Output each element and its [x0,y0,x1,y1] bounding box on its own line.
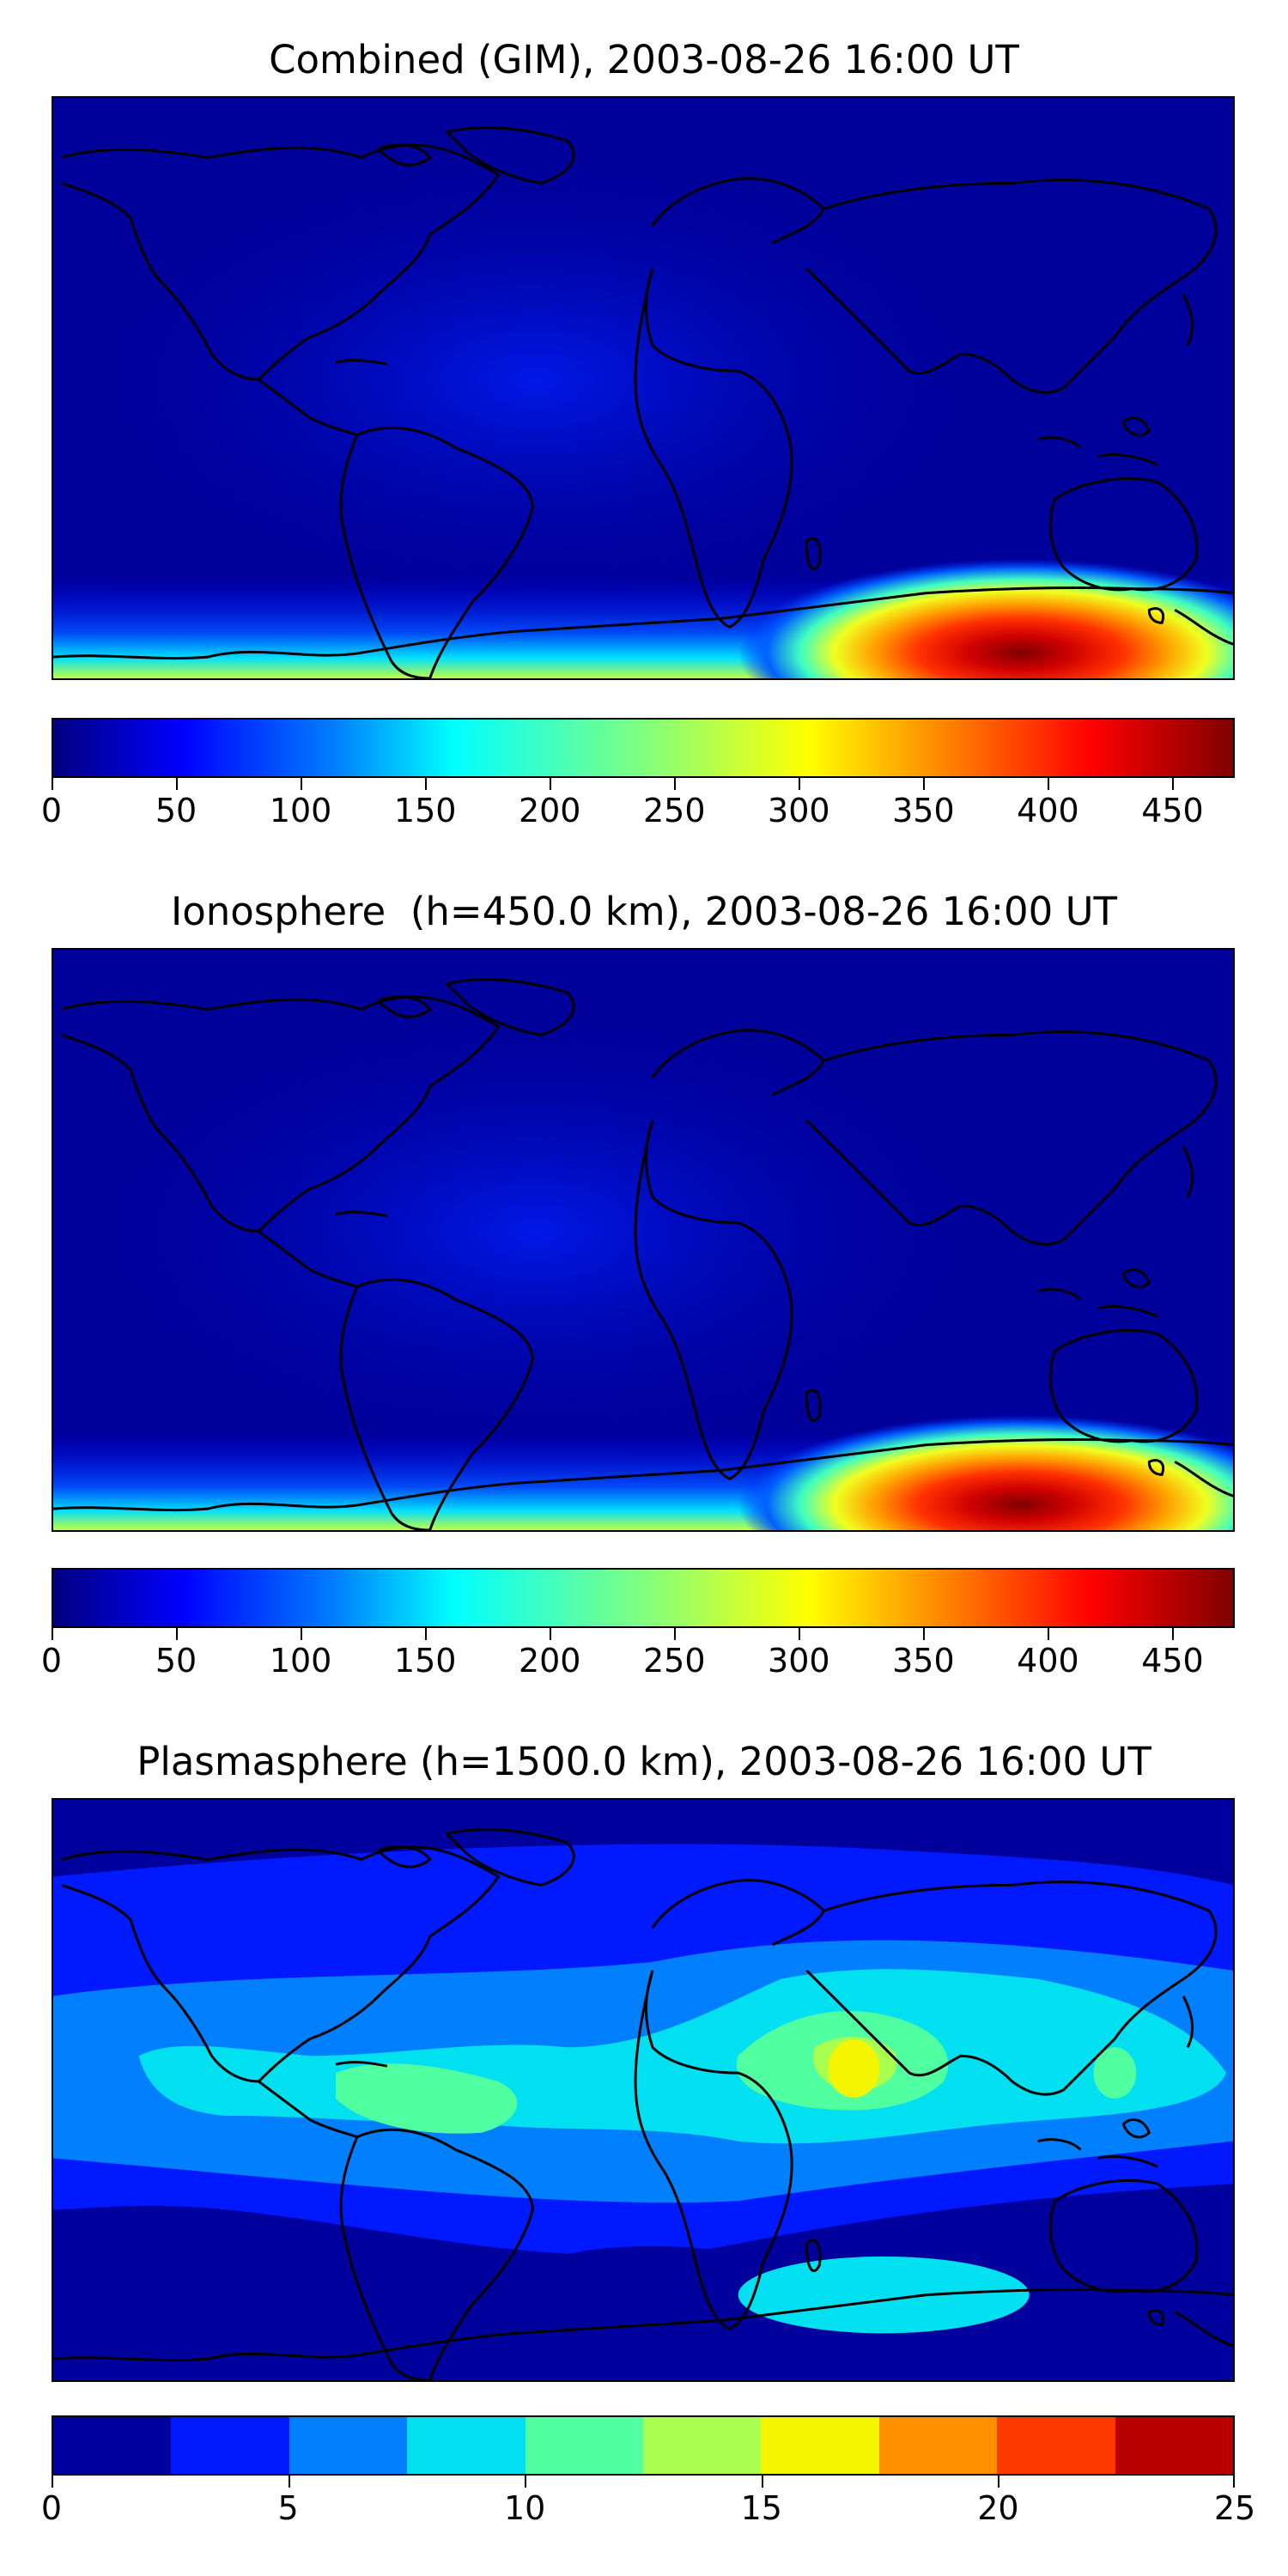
colorbar-segment [643,2417,762,2474]
colorbar-tick-label: 200 [518,1642,581,1680]
colorbar-plasmasphere [52,2415,1235,2476]
colorbar-tick [550,1628,552,1640]
colorbar-tick [761,2476,763,2488]
colorbar-tick [425,778,428,790]
colorbar-tick [525,2476,527,2488]
colorbar-segment [407,2417,526,2474]
colorbar-tick-label: 150 [393,792,457,829]
colorbar-tick-label: 350 [892,792,955,829]
colorbar-tick-label: 0 [40,792,63,829]
colorbar-tick-label: 150 [393,1642,457,1680]
colorbar-segment [171,2417,289,2474]
colorbar-segment [1115,2417,1234,2474]
colorbar-segment [525,2417,644,2474]
colorbar-tick [923,1628,926,1640]
colorbar-tick-label: 400 [1017,1642,1079,1680]
colorbar-tick-label: 25 [1213,2489,1256,2527]
colorbar-tick-label: 250 [642,792,706,829]
colorbar-segment [997,2417,1115,2474]
colorbar-segment [878,2417,998,2474]
colorbar-tick-label: 50 [155,1642,197,1680]
colorbar-tick-label: 100 [269,1642,332,1680]
colorbar-tick-label: 450 [1141,792,1204,829]
colorbar-tick-label: 20 [977,2489,1019,2527]
colorbar-segment [761,2417,879,2474]
colorbar-tick [52,778,53,790]
colorbar-combined [52,718,1235,778]
colorbar-tick-label: 5 [277,2489,299,2527]
panel-title-plasmasphere: Plasmasphere (h=1500.0 km), 2003-08-26 1… [137,1739,1151,1784]
colorbar-tick [1048,1628,1050,1640]
colorbar-tick-label: 0 [40,2489,63,2527]
colorbar-ticks-plasmasphere: 0 5 10 15 20 25 [41,2476,1255,2527]
colorbar-tick [674,778,677,790]
map-plasmasphere [52,1798,1235,2382]
colorbar-tick-label: 50 [155,792,197,829]
colorbar-tick [176,1628,179,1640]
colorbar-tick-label: 250 [642,1642,706,1680]
colorbar-segment [53,2417,172,2474]
colorbar-tick-label: 400 [1017,792,1079,829]
map-ionosphere [52,948,1235,1532]
colorbar-tick [52,2476,53,2488]
colorbar-tick [923,778,926,790]
colorbar-tick [1233,2476,1235,2488]
colorbar-tick [52,1628,53,1640]
colorbar-tick-label: 15 [740,2489,782,2527]
colorbar-tick [1172,1628,1175,1640]
colorbar-tick-label: 0 [40,1642,63,1680]
colorbar-tick [301,1628,303,1640]
colorbar-segment [289,2417,408,2474]
colorbar-tick [799,1628,801,1640]
colorbar-tick [425,1628,428,1640]
panel-title-ionosphere: Ionosphere (h=450.0 km), 2003-08-26 16:0… [170,889,1118,934]
colorbar-tick [1172,778,1175,790]
colorbar-tick [301,778,303,790]
colorbar-tick-label: 350 [892,1642,955,1680]
colorbar-ticks-combined: 0 50 100 150 200 250 300 350 400 450 [41,778,1235,829]
colorbar-ionosphere [52,1568,1235,1628]
colorbar-tick-label: 100 [269,792,332,829]
panel-title-combined: Combined (GIM), 2003-08-26 16:00 UT [269,37,1019,82]
map-combined-gim [52,96,1235,680]
colorbar-tick [176,778,179,790]
colorbar-tick [998,2476,1000,2488]
colorbar-tick [1048,778,1050,790]
colorbar-ticks-ionosphere: 0 50 100 150 200 250 300 350 400 450 [41,1628,1235,1680]
colorbar-tick-label: 450 [1141,1642,1204,1680]
colorbar-tick [550,778,552,790]
colorbar-tick-label: 300 [768,792,830,829]
colorbar-tick-label: 200 [518,792,581,829]
colorbar-tick-label: 300 [768,1642,830,1680]
colorbar-tick-label: 10 [504,2489,546,2527]
colorbar-tick [288,2476,290,2488]
colorbar-tick [799,778,801,790]
colorbar-tick [674,1628,677,1640]
